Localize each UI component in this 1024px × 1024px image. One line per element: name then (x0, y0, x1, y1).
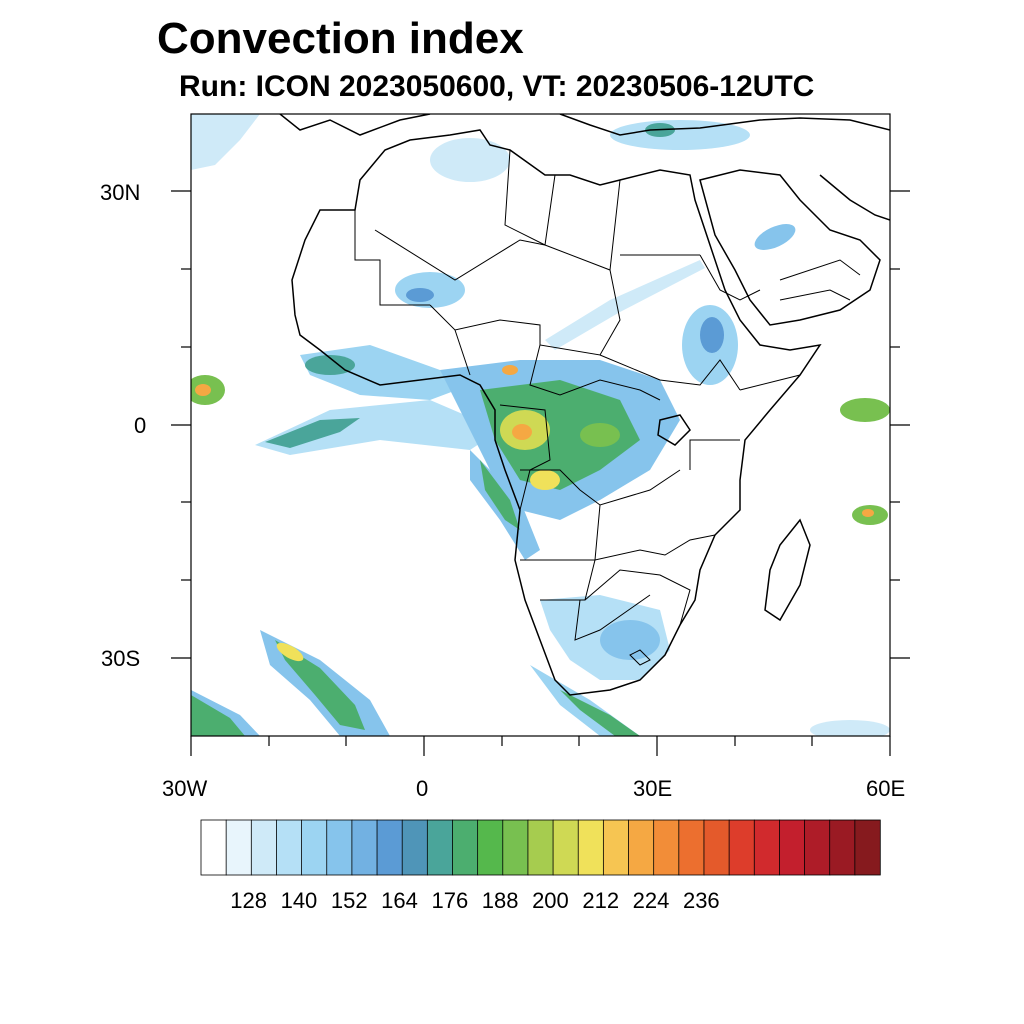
lon-label-60e: 60E (866, 776, 906, 801)
country-borders (354, 149, 861, 666)
colorbar-swatch (577, 819, 605, 876)
lat-label-0: 0 (134, 413, 147, 438)
colorbar-label: 236 (682, 888, 720, 913)
colorbar-swatch (326, 819, 353, 876)
colorbar-swatch (376, 819, 403, 876)
colorbar-swatch (728, 819, 755, 876)
colorbar-swatch (753, 819, 781, 876)
colorbar-swatch (678, 819, 705, 876)
colorbar-swatch (502, 819, 529, 876)
plot-title: Convection index (157, 14, 524, 63)
colorbar-label: 128 (230, 888, 267, 913)
colorbar-label: 176 (431, 888, 469, 913)
colorbar-swatch (250, 819, 278, 876)
colorbar-swatch (276, 819, 303, 876)
coastlines (279, 114, 890, 696)
colorbar-swatch (401, 819, 429, 876)
colorbar-swatch (628, 819, 655, 876)
colorbar-swatch (477, 819, 504, 876)
lon-label-30e: 30E (633, 776, 673, 801)
colorbar-swatch (804, 819, 831, 876)
colorbar-label: 164 (381, 888, 418, 913)
colorbar-swatch (426, 819, 454, 876)
colorbar-swatch (351, 819, 378, 876)
colorbar-swatch (452, 819, 479, 876)
colorbar-swatch (854, 819, 881, 876)
lon-label-0: 0 (416, 776, 429, 801)
colorbar-swatch (829, 819, 856, 876)
colorbar-swatch (225, 819, 252, 876)
colorbar-label: 140 (280, 888, 318, 913)
colorbar-swatch (552, 819, 579, 876)
convection-field (191, 114, 890, 736)
lon-label-30w: 30W (162, 776, 208, 801)
colorbar-swatch (653, 819, 680, 876)
colorbar-swatch (301, 819, 328, 876)
colorbar (200, 819, 881, 876)
map-area (191, 114, 890, 736)
lat-label-30s: 30S (101, 646, 141, 671)
colorbar-swatch (703, 819, 730, 876)
colorbar-label: 224 (632, 888, 670, 913)
plot-subtitle: Run: ICON 2023050600, VT: 20230506-12UTC (179, 70, 815, 103)
colorbar-label: 152 (330, 888, 368, 913)
colorbar-swatch (527, 819, 554, 876)
colorbar-swatch (200, 819, 227, 876)
lat-label-30n: 30N (100, 180, 141, 205)
axis-ticks (171, 190, 910, 756)
colorbar-swatch (602, 819, 630, 876)
colorbar-label: 200 (532, 888, 569, 913)
colorbar-swatch (779, 819, 806, 876)
colorbar-label: 212 (582, 888, 620, 913)
colorbar-label: 188 (481, 888, 519, 913)
